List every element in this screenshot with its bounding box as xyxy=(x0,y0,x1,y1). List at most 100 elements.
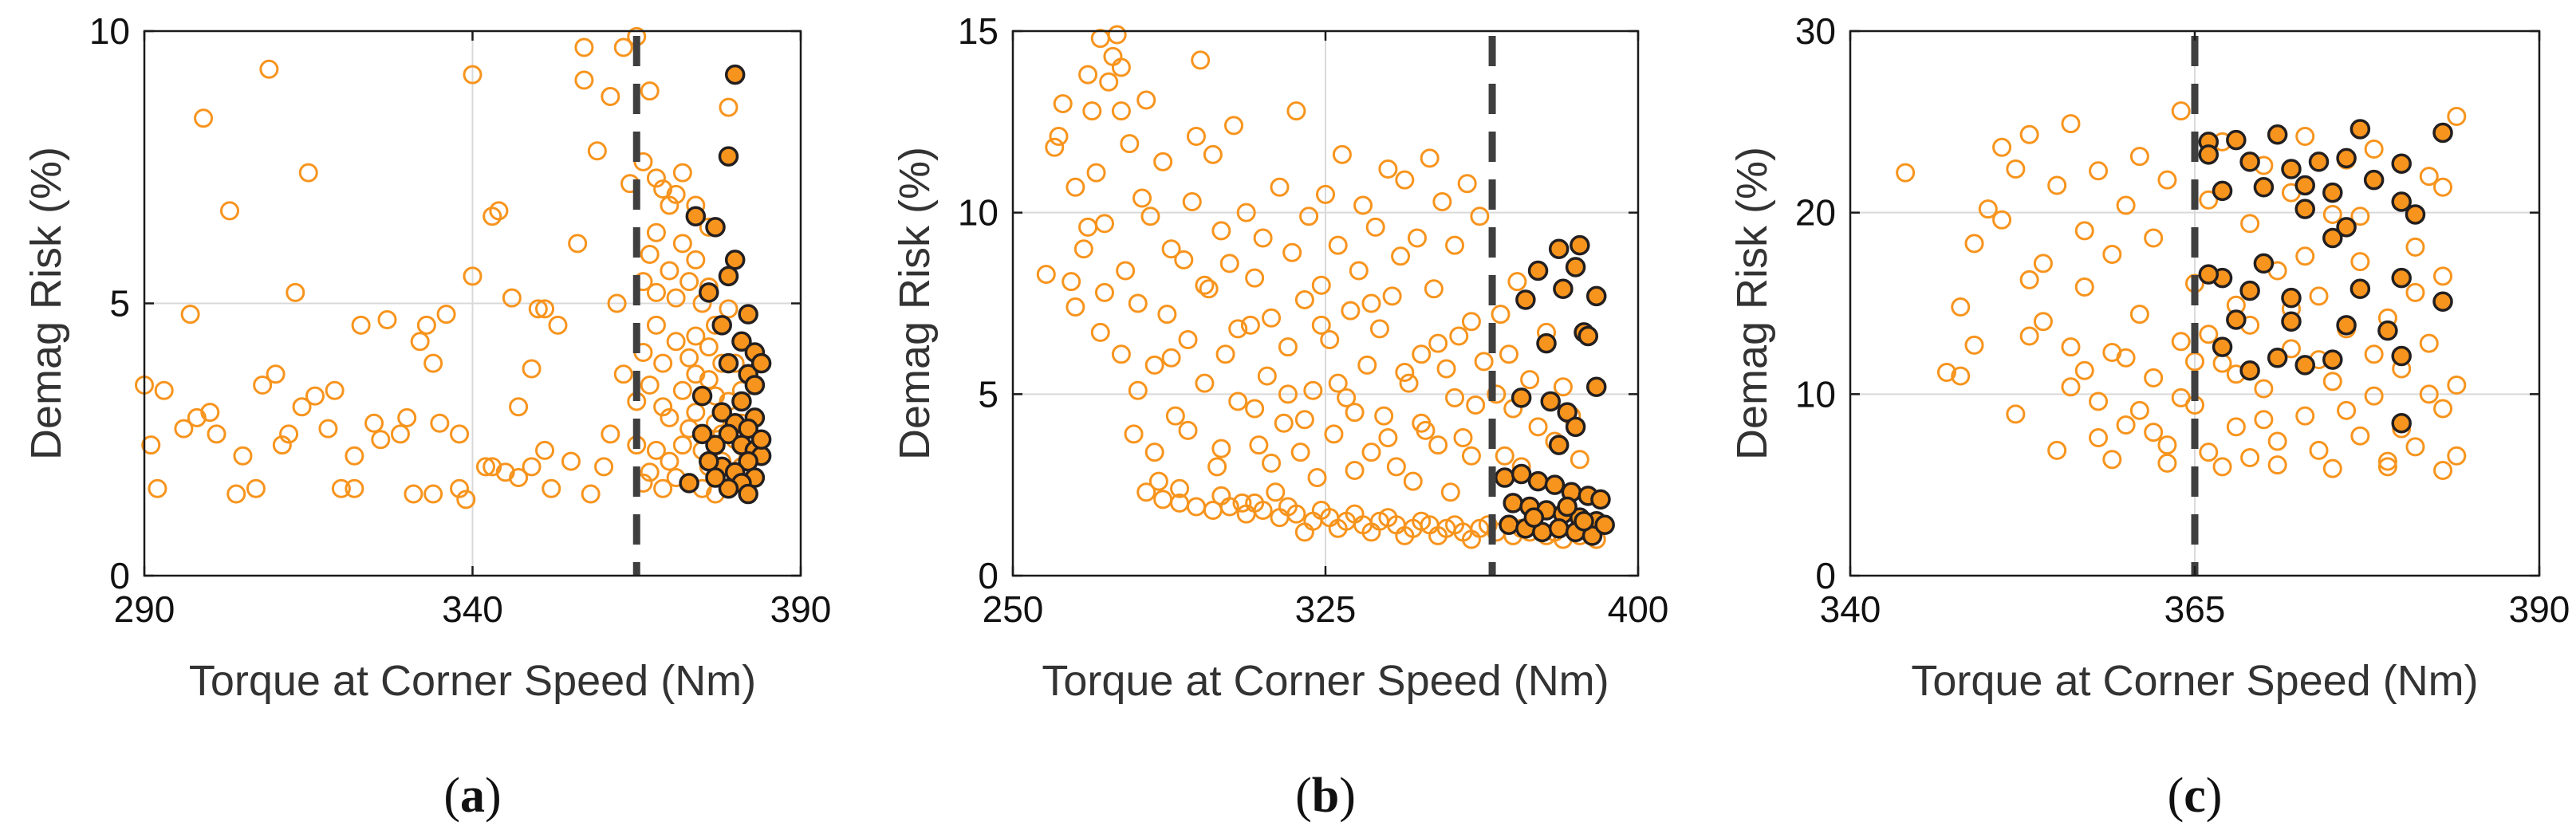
open-point xyxy=(1992,210,2012,230)
filled-point xyxy=(750,352,772,374)
open-point xyxy=(2116,415,2136,435)
y-axis-label: Demag Risk (%) xyxy=(1728,147,1776,460)
open-point xyxy=(2281,339,2301,359)
open-point xyxy=(1140,207,1160,226)
open-point xyxy=(1094,282,1114,302)
filled-point xyxy=(750,429,772,450)
open-point xyxy=(1382,286,1402,306)
open-point xyxy=(450,478,470,498)
open-point xyxy=(423,353,443,373)
filled-point xyxy=(1527,470,1549,492)
open-point xyxy=(1378,159,1398,179)
open-point xyxy=(1992,137,2012,157)
open-point xyxy=(1148,471,1168,491)
open-point xyxy=(1245,399,1265,419)
open-point xyxy=(1951,366,1971,386)
open-point xyxy=(653,397,673,417)
filled-point xyxy=(2239,280,2260,301)
open-point xyxy=(1053,94,1073,114)
open-point xyxy=(207,424,226,444)
panel-label: (a) xyxy=(443,769,501,823)
filled-point xyxy=(2226,129,2247,151)
filled-point xyxy=(1540,391,1561,412)
open-point xyxy=(1262,308,1282,328)
open-point xyxy=(2322,458,2342,478)
open-point xyxy=(1487,384,1507,404)
open-point xyxy=(1412,413,1432,433)
filled-point xyxy=(1511,463,1532,485)
open-point xyxy=(574,70,594,90)
open-point xyxy=(1062,272,1081,292)
open-point xyxy=(660,195,679,215)
open-point xyxy=(194,108,214,128)
open-point xyxy=(1491,305,1511,325)
open-point xyxy=(1090,322,1110,342)
filled-point xyxy=(1578,325,1599,347)
data-points xyxy=(1036,25,1615,549)
filled-point xyxy=(1494,467,1515,488)
open-point xyxy=(331,478,351,498)
open-point xyxy=(1170,478,1190,498)
filled-point xyxy=(1548,238,1570,259)
open-point xyxy=(1378,427,1398,447)
open-point xyxy=(2116,195,2136,215)
open-point xyxy=(2144,423,2164,443)
open-point xyxy=(410,332,430,352)
open-point xyxy=(1374,406,1394,426)
open-point xyxy=(1245,268,1265,288)
y-tick-label: 5 xyxy=(109,283,130,325)
open-point xyxy=(1178,330,1198,350)
open-point xyxy=(1361,522,1381,542)
open-point xyxy=(1978,199,1998,219)
open-point xyxy=(2157,170,2177,190)
open-point xyxy=(2364,386,2384,406)
filled-point xyxy=(2391,153,2412,174)
open-point xyxy=(286,282,305,302)
filled-point xyxy=(1515,289,1536,310)
open-point xyxy=(2006,404,2026,424)
filled-point xyxy=(2377,320,2398,341)
open-point xyxy=(1553,377,1573,397)
open-point xyxy=(2074,360,2094,380)
open-point xyxy=(1274,413,1294,433)
open-point xyxy=(1199,279,1219,299)
filled-point xyxy=(699,282,719,303)
open-point xyxy=(2322,372,2342,391)
filled-point xyxy=(1585,376,1607,397)
open-point xyxy=(2419,384,2439,404)
open-point xyxy=(1311,275,1331,295)
open-point xyxy=(1099,72,1119,92)
open-point xyxy=(1195,275,1215,295)
open-point xyxy=(2074,221,2094,241)
open-point xyxy=(2199,190,2219,210)
open-point xyxy=(1507,272,1527,292)
filled-point xyxy=(2198,264,2220,285)
filled-point xyxy=(2322,227,2343,249)
open-point xyxy=(666,288,686,308)
open-point xyxy=(345,478,364,498)
open-point xyxy=(1345,403,1365,423)
open-point xyxy=(2295,246,2315,266)
open-point xyxy=(1195,373,1215,393)
open-point xyxy=(2447,107,2467,127)
open-point xyxy=(2295,127,2315,147)
y-tick-label: 0 xyxy=(1815,555,1836,596)
open-point xyxy=(2102,450,2122,470)
filled-point xyxy=(705,467,726,488)
open-point xyxy=(1453,427,1473,447)
filled-point xyxy=(2253,177,2275,198)
open-point xyxy=(1224,116,1244,136)
open-point xyxy=(1470,207,1490,226)
y-axis-label: Demag Risk (%) xyxy=(22,147,70,460)
open-point xyxy=(587,141,607,161)
filled-point xyxy=(2294,355,2315,376)
filled-point xyxy=(1565,416,1586,438)
filled-point xyxy=(2391,267,2412,289)
open-point xyxy=(2212,457,2232,477)
open-point xyxy=(2199,325,2219,344)
open-point xyxy=(2267,455,2287,475)
open-point xyxy=(1391,246,1411,266)
open-point xyxy=(1124,424,1144,444)
x-axis-label: Torque at Corner Speed (Nm) xyxy=(1042,657,1609,705)
open-point xyxy=(719,299,739,319)
